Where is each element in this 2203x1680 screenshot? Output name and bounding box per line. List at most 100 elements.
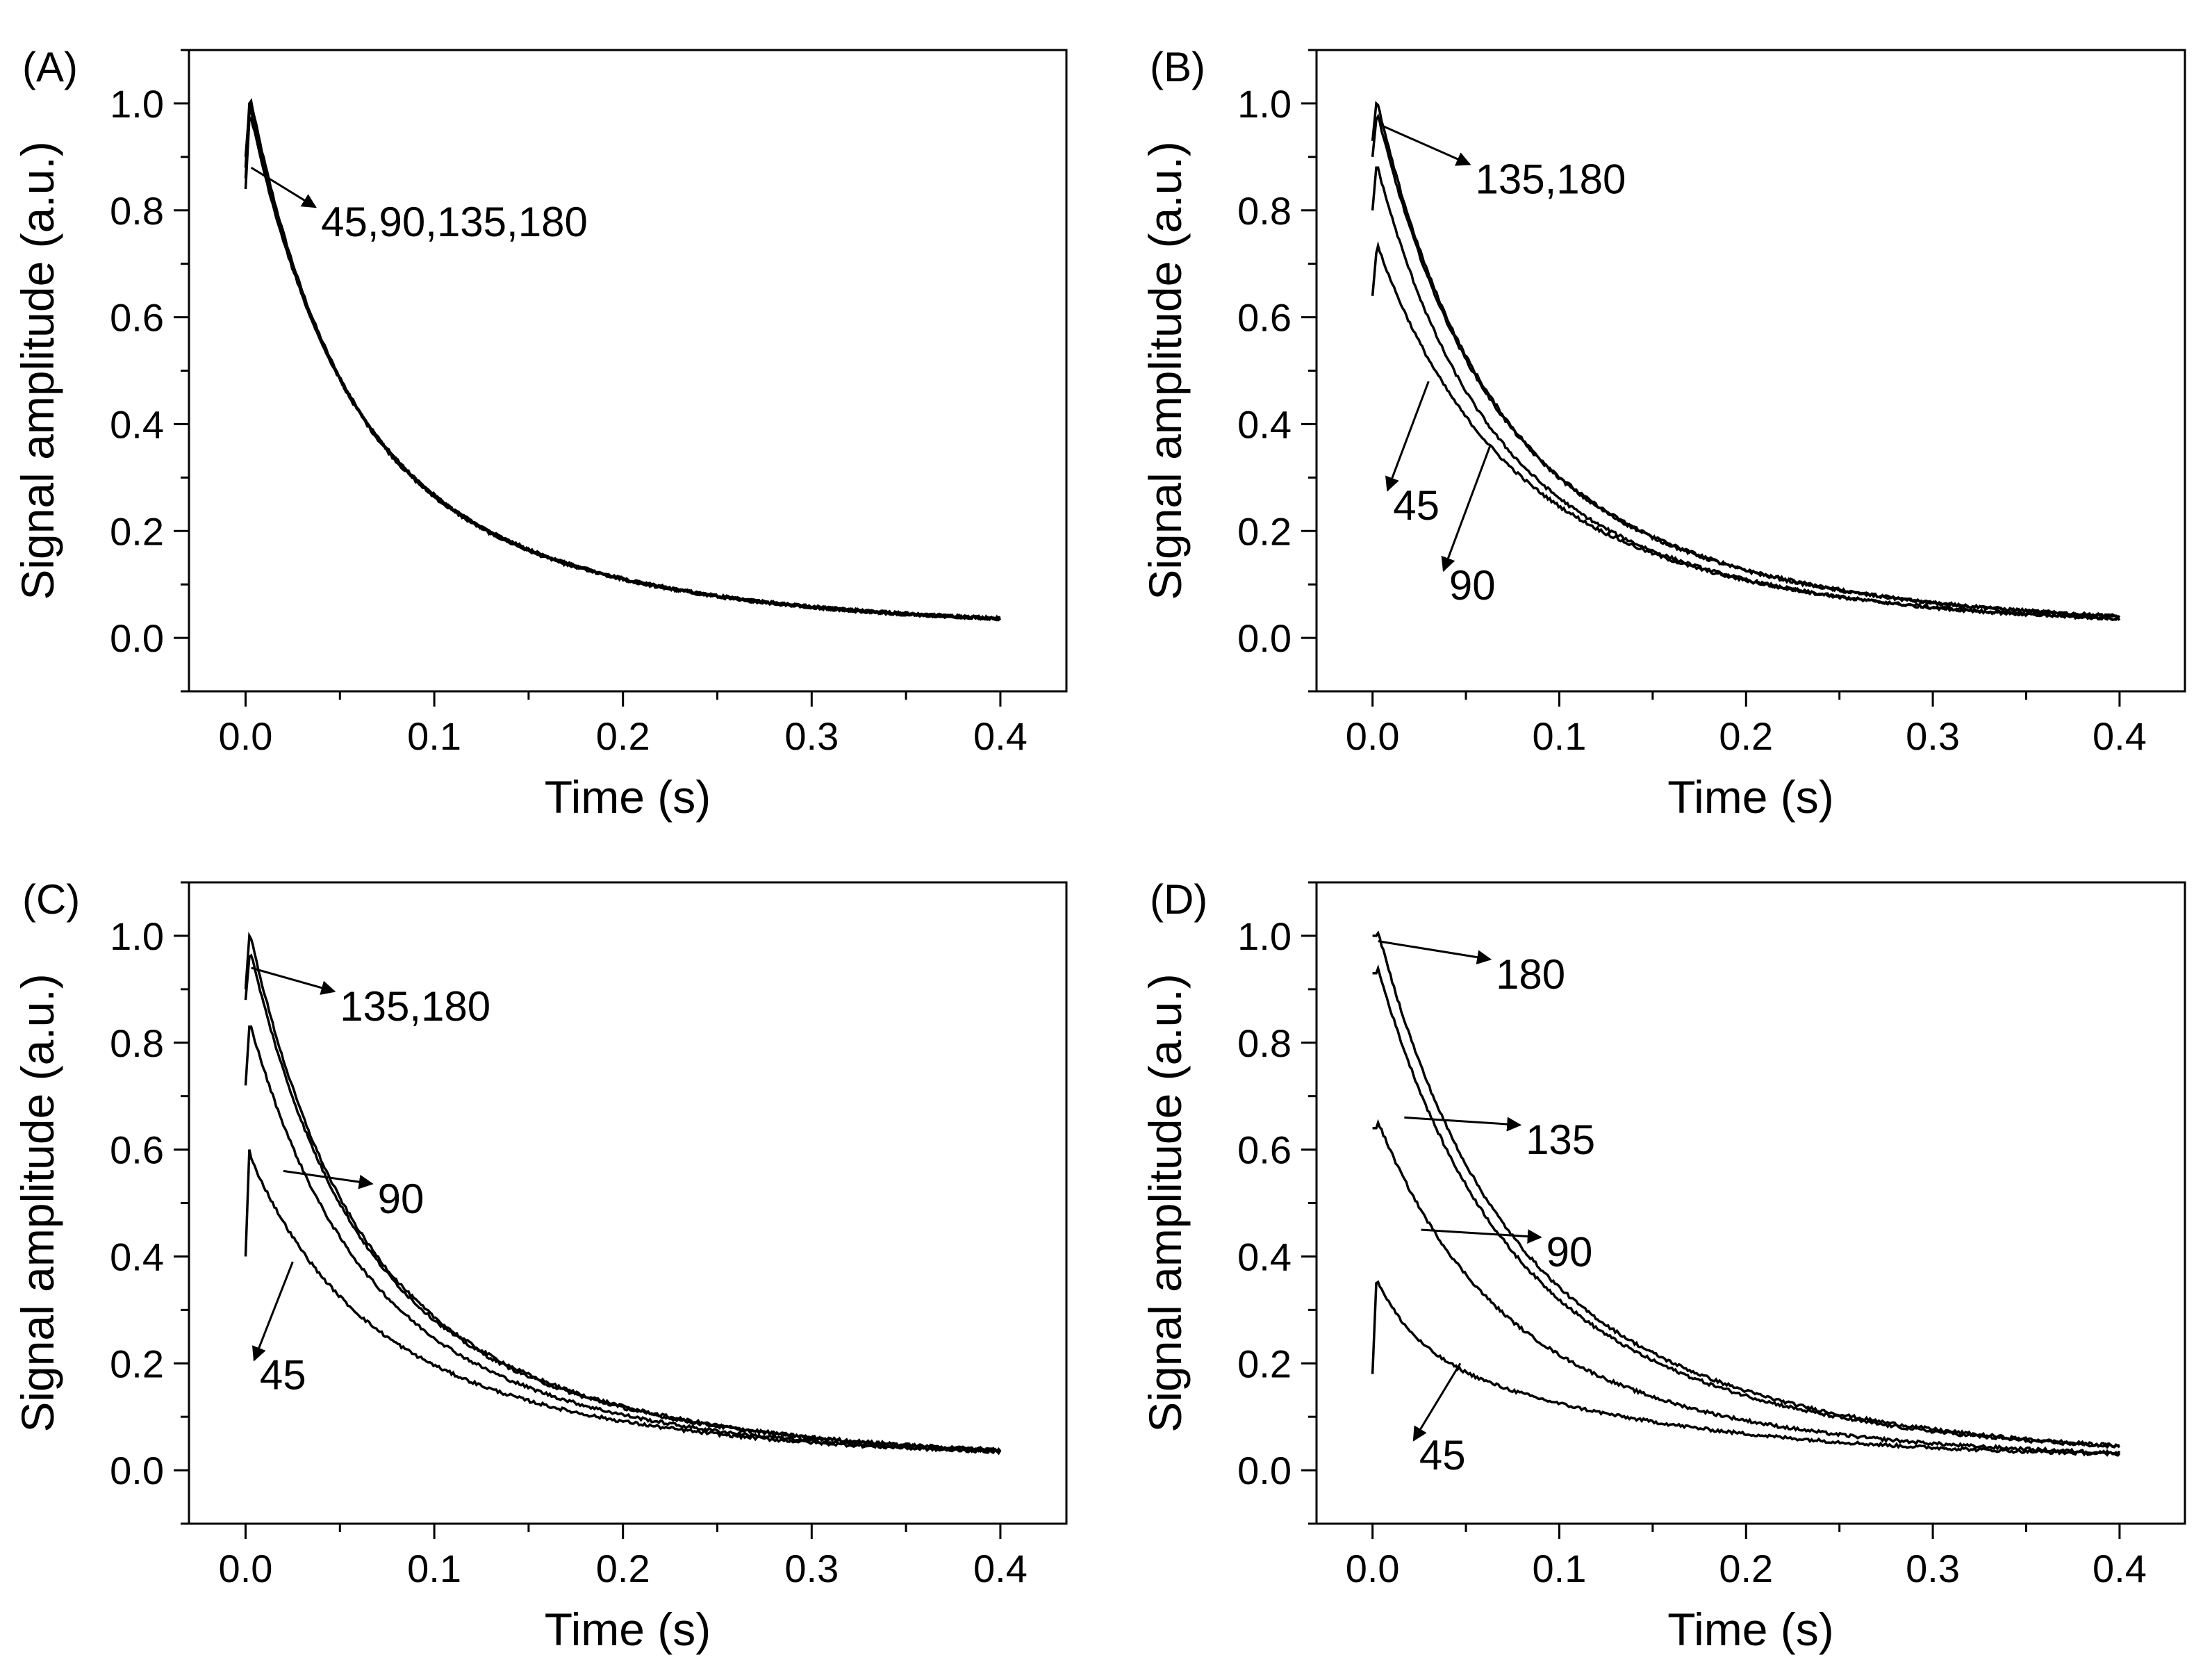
y-tick-label: 0.0 (1237, 616, 1292, 660)
annotation-arrow (1421, 1228, 1542, 1244)
annotation-arrow (283, 1169, 374, 1189)
x-tick-label: 0.0 (219, 1547, 273, 1590)
x-tick-label: 0.3 (784, 1547, 839, 1590)
plot-frame (1315, 881, 2186, 1525)
y-tick-label: 0.6 (1237, 296, 1292, 340)
y-tick-label: 0.8 (1237, 1021, 1292, 1065)
x-tick-label: 0.3 (1906, 1547, 1960, 1590)
annotation-label: 135 (1526, 1117, 1595, 1163)
annotation-arrow (251, 966, 336, 995)
y-axis-label: Signal amplitude (a.u.) (1139, 973, 1191, 1432)
annotation-label: 135,180 (340, 983, 490, 1030)
annotation-arrow (1385, 381, 1430, 492)
y-tick-label: 0.0 (110, 1449, 164, 1492)
y-tick-label: 0.8 (1237, 189, 1292, 233)
y-tick-label: 0.8 (110, 1021, 164, 1065)
y-tick-label: 0.4 (110, 1235, 164, 1278)
annotation-arrow (1441, 445, 1492, 573)
x-tick-label: 0.0 (1346, 1547, 1400, 1590)
y-tick-label: 0.2 (110, 1342, 164, 1385)
x-tick-label: 0.1 (1533, 714, 1587, 758)
panel-label: (B) (1150, 44, 1205, 90)
y-tick-label: 0.0 (110, 616, 164, 660)
x-tick-label: 0.4 (973, 714, 1028, 758)
series-line-135 (1372, 964, 2121, 1449)
chart-panel-c: 0.0 0.1 0.2 0.3 0.4 0.0 0.2 0.4 0.6 0.8 1.0 Time (s… (12, 876, 1068, 1655)
series-line-180 (244, 115, 1001, 621)
series-line-90 (1371, 166, 2121, 622)
x-tick-label: 0.4 (2093, 1547, 2147, 1590)
y-axis-label: Signal amplitude (a.u.) (12, 973, 63, 1432)
y-tick-label: 0.0 (1237, 1449, 1292, 1492)
series-line-45 (244, 98, 1001, 622)
y-tick-label: 0.2 (110, 509, 164, 553)
annotation-label: 45 (1393, 482, 1439, 529)
chart-panel-d: 0.0 0.1 0.2 0.3 0.4 0.0 0.2 0.4 0.6 0.8 1.0 Time (s… (1139, 876, 2186, 1655)
x-tick-label: 0.3 (784, 714, 839, 758)
panel-label: (C) (22, 876, 80, 923)
x-tick-label: 0.0 (219, 714, 273, 758)
y-tick-label: 0.8 (110, 189, 164, 233)
annotation-label: 90 (1449, 562, 1496, 609)
y-tick-label: 0.4 (110, 402, 164, 446)
chart-panel-b: 0.0 0.1 0.2 0.3 0.4 0.0 0.2 0.4 0.6 0.8 1.0 Time (s… (1139, 44, 2186, 823)
y-tick-label: 0.6 (110, 1128, 164, 1172)
annotation-arrow (251, 1261, 294, 1362)
x-tick-label: 0.2 (596, 1547, 650, 1590)
annotation-label: 135,180 (1475, 156, 1626, 203)
annotation-label: 90 (378, 1176, 424, 1222)
annotation-label: 45,90,135,180 (321, 199, 588, 245)
y-tick-label: 0.2 (1237, 509, 1292, 553)
x-tick-label: 0.0 (1346, 714, 1400, 758)
y-tick-label: 1.0 (1237, 914, 1292, 958)
y-tick-label: 0.4 (1237, 1235, 1292, 1278)
annotation-arrow (1404, 1116, 1522, 1132)
annotation-arrow (1378, 940, 1492, 965)
y-tick-label: 0.4 (1237, 402, 1292, 446)
y-axis-label: Signal amplitude (a.u.) (1139, 141, 1191, 600)
series-line-45 (1371, 1280, 2121, 1457)
annotation-label: 45 (260, 1352, 306, 1399)
y-axis-label: Signal amplitude (a.u.) (12, 141, 63, 600)
series-line-180 (1372, 930, 2120, 1448)
annotation-label: 90 (1546, 1229, 1593, 1276)
y-tick-label: 0.6 (110, 296, 164, 340)
y-tick-label: 1.0 (110, 914, 164, 958)
series-line-90 (244, 1025, 1001, 1455)
annotation-arrow (1412, 1362, 1462, 1442)
series-line-45 (244, 1149, 1002, 1456)
panel-label: (A) (22, 44, 78, 90)
annotation-label: 45 (1419, 1432, 1466, 1479)
chart-panel-a: 0.0 0.1 0.2 0.3 0.4 0.0 0.2 0.4 0.6 0.8 1.0 Time (s… (12, 44, 1068, 823)
series-line-90 (244, 102, 1001, 622)
plot-frame (188, 49, 1068, 693)
panel-label: (D) (1150, 876, 1207, 923)
x-axis-label: Time (s) (1667, 1604, 1834, 1655)
plot-frame (1315, 49, 2186, 693)
series-line-90 (1372, 1119, 2121, 1456)
y-tick-label: 0.2 (1237, 1342, 1292, 1385)
series-line-135 (244, 106, 1001, 622)
x-tick-label: 0.1 (407, 1547, 461, 1590)
x-axis-label: Time (s) (545, 1604, 711, 1655)
annotation-arrow (250, 166, 317, 208)
x-tick-label: 0.3 (1906, 714, 1960, 758)
x-tick-label: 0.1 (1533, 1547, 1587, 1590)
x-axis-label: Time (s) (1667, 771, 1834, 823)
annotation-arrow (1379, 124, 1471, 166)
y-tick-label: 0.6 (1237, 1128, 1292, 1172)
x-axis-label: Time (s) (545, 771, 711, 823)
x-tick-label: 0.4 (973, 1547, 1028, 1590)
series-line-135 (244, 953, 1002, 1453)
series-line-45 (1371, 240, 2120, 621)
x-tick-label: 0.4 (2093, 714, 2147, 758)
annotation-label: 180 (1496, 951, 1565, 998)
x-tick-label: 0.1 (407, 714, 461, 758)
x-tick-label: 0.2 (1719, 1547, 1773, 1590)
x-tick-label: 0.2 (1719, 714, 1773, 758)
y-tick-label: 1.0 (1237, 82, 1292, 126)
x-tick-label: 0.2 (596, 714, 650, 758)
y-tick-label: 1.0 (110, 82, 164, 126)
series-line-135 (1371, 113, 2120, 619)
